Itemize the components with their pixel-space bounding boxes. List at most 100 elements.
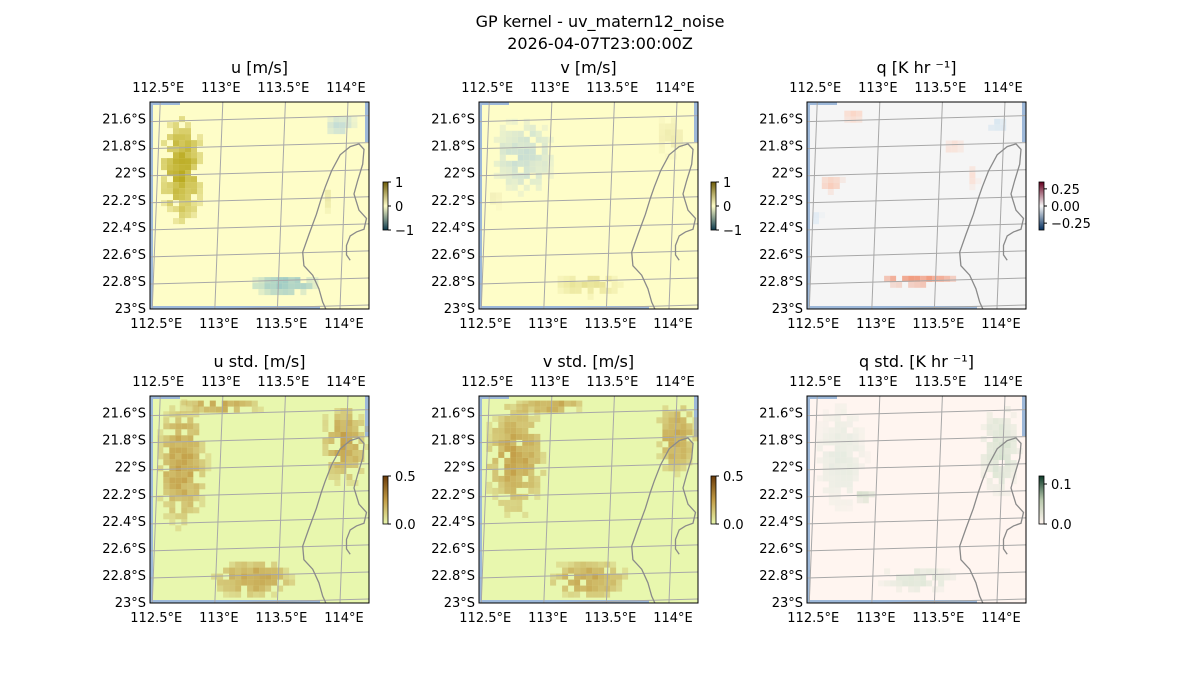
field-cell bbox=[896, 281, 903, 288]
field-cell bbox=[185, 158, 191, 165]
field-cell bbox=[358, 432, 365, 438]
field-cell bbox=[510, 409, 517, 416]
field-cell bbox=[510, 475, 517, 482]
field-cell bbox=[346, 456, 353, 462]
field-cell bbox=[339, 128, 346, 135]
field-cell bbox=[179, 128, 185, 135]
field-cell bbox=[181, 507, 188, 514]
field-cell bbox=[610, 573, 617, 580]
field-cell bbox=[834, 487, 841, 494]
field-cell bbox=[504, 475, 511, 482]
field-cell bbox=[229, 561, 236, 568]
field-cell bbox=[914, 275, 921, 282]
field-cell bbox=[535, 178, 542, 185]
field-cell bbox=[179, 218, 185, 225]
field-cell bbox=[827, 183, 834, 189]
field-cell bbox=[969, 184, 976, 191]
field-cell bbox=[499, 154, 506, 161]
field-cell bbox=[523, 136, 530, 143]
field-cell bbox=[235, 573, 242, 580]
field-cell bbox=[580, 573, 587, 580]
gridline-lat bbox=[807, 169, 1026, 177]
field-cell bbox=[259, 561, 266, 568]
gridline-lat bbox=[807, 544, 1026, 552]
field-anomaly-0 bbox=[884, 275, 957, 288]
field-cell bbox=[523, 124, 530, 131]
field-cell bbox=[828, 487, 835, 494]
y-tick-label: 21.6°S bbox=[102, 113, 146, 128]
field-cell bbox=[163, 489, 170, 496]
x-tick-label-top: 114°E bbox=[326, 375, 366, 390]
field-cell bbox=[516, 505, 523, 512]
field-cell bbox=[562, 591, 569, 598]
field-cell bbox=[167, 158, 173, 165]
field-cell bbox=[191, 146, 197, 153]
field-cell bbox=[505, 160, 512, 167]
field-cell bbox=[179, 400, 186, 407]
field-cell bbox=[191, 140, 197, 147]
field-cell bbox=[346, 462, 353, 468]
colorbar-bar bbox=[382, 181, 389, 231]
field-anomaly-0 bbox=[816, 403, 871, 512]
field-cell bbox=[157, 495, 164, 502]
y-tick-label: 22°S bbox=[444, 461, 475, 476]
field-cell bbox=[680, 459, 687, 466]
x-tick-label-bottom: 114°E bbox=[981, 611, 1021, 626]
field-cell bbox=[505, 118, 512, 125]
y-tick-label: 23°S bbox=[444, 596, 475, 611]
field-anomaly-6 bbox=[969, 166, 982, 191]
y-tick-label: 22.2°S bbox=[759, 488, 803, 503]
field-cell bbox=[364, 426, 369, 432]
field-cell bbox=[523, 142, 530, 149]
field-cell bbox=[992, 454, 999, 461]
field-cell bbox=[167, 188, 173, 195]
field-anomaly-2 bbox=[327, 116, 358, 135]
field-cell bbox=[574, 567, 581, 574]
field-cell bbox=[998, 454, 1005, 461]
field-cell bbox=[540, 469, 547, 476]
field-cell bbox=[856, 497, 863, 504]
field-cell bbox=[890, 275, 897, 282]
field-cell bbox=[1004, 466, 1011, 473]
axes-frame bbox=[806, 101, 1027, 310]
field-cell bbox=[658, 141, 665, 148]
field-cell bbox=[322, 420, 329, 426]
field-cell bbox=[816, 475, 823, 482]
field-cell bbox=[938, 574, 945, 581]
field-cell bbox=[522, 457, 529, 464]
gridline-lon bbox=[605, 102, 615, 309]
field-cell bbox=[504, 487, 511, 494]
field-cell bbox=[498, 445, 505, 452]
field-cell bbox=[523, 172, 530, 179]
field-cell bbox=[938, 568, 945, 575]
field-cell bbox=[1004, 448, 1011, 455]
field-cell bbox=[668, 417, 675, 424]
y-tick-label: 22.2°S bbox=[102, 194, 146, 209]
field-cell bbox=[197, 152, 203, 159]
field-cell bbox=[840, 445, 847, 452]
field-cell bbox=[191, 200, 197, 207]
field-cell bbox=[340, 414, 347, 420]
field-cell bbox=[840, 433, 847, 440]
x-tick-label-top: 113°E bbox=[201, 375, 241, 390]
field-cell bbox=[351, 116, 358, 123]
field-cell bbox=[345, 116, 352, 123]
field-cell bbox=[852, 457, 859, 464]
field-cell bbox=[562, 561, 569, 568]
field-cell bbox=[179, 146, 185, 153]
field-cell bbox=[674, 459, 681, 466]
field-cell bbox=[522, 469, 529, 476]
field-cell bbox=[187, 423, 194, 430]
gridline-lon bbox=[543, 102, 553, 309]
field-cell bbox=[175, 477, 182, 484]
y-tick-label: 23°S bbox=[772, 596, 803, 611]
x-tick-label-top: 113.5°E bbox=[586, 81, 638, 96]
field-cell bbox=[523, 184, 530, 191]
field-cell bbox=[557, 275, 564, 282]
field-cell bbox=[680, 405, 687, 412]
field-cell bbox=[185, 170, 191, 177]
field-cell bbox=[610, 585, 617, 592]
y-tick-label: 21.8°S bbox=[759, 434, 803, 449]
field-cell bbox=[163, 483, 170, 490]
field-cell bbox=[346, 480, 353, 486]
